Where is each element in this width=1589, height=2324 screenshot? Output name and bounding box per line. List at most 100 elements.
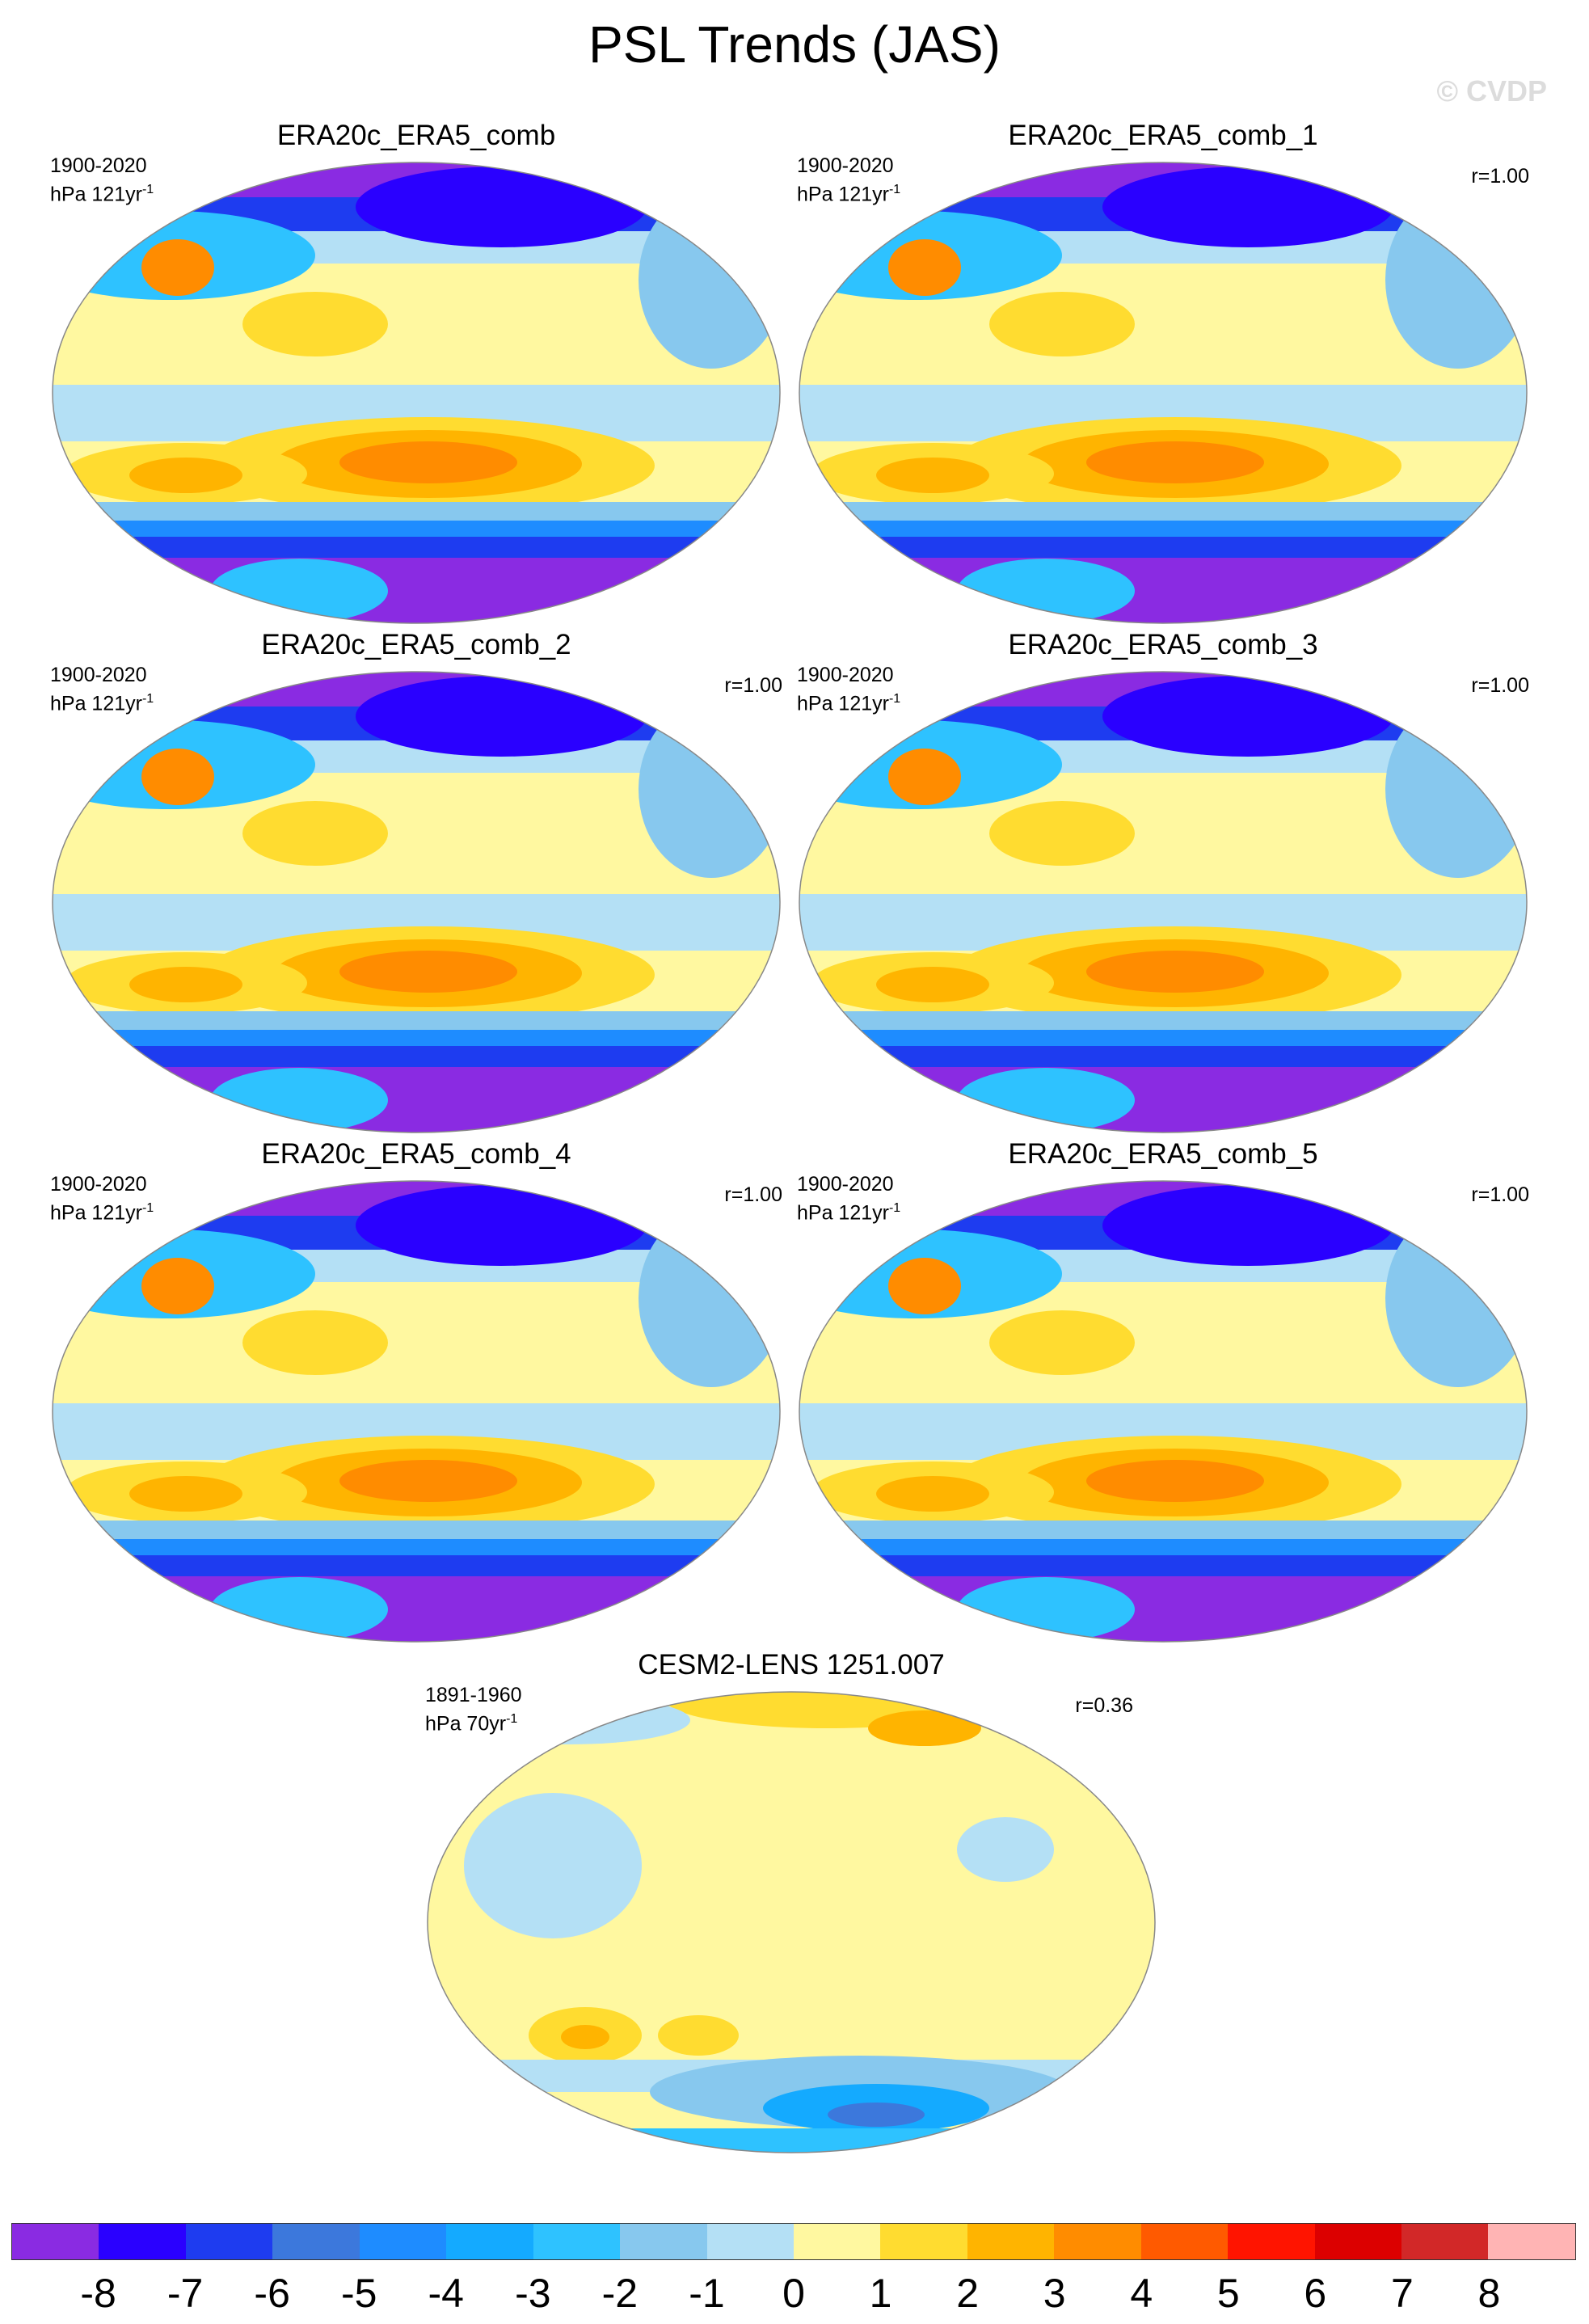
map-outline	[52, 162, 781, 624]
southern-negative-1	[799, 521, 1527, 538]
trend-map	[799, 162, 1528, 624]
map-outline	[799, 671, 1528, 1133]
pattern-correlation: r=1.00	[724, 674, 782, 697]
south-pacific-core	[1086, 441, 1264, 483]
colorbar	[11, 2223, 1576, 2260]
tibet-hotspot	[141, 749, 214, 805]
north-pacific-core	[989, 292, 1135, 356]
south-pacific-positive	[658, 2015, 739, 2056]
colorbar-tick-label: -6	[254, 2271, 290, 2316]
colorbar-swatch	[12, 2224, 99, 2259]
antarctica-land	[210, 1577, 388, 1642]
panel-title: ERA20c_ERA5_comb_5	[1008, 1138, 1318, 1170]
indian-ocean-core	[129, 967, 242, 1002]
indian-ocean-core	[129, 458, 242, 493]
period-label: 1900-2020	[797, 664, 894, 686]
trend-map	[52, 1180, 781, 1643]
trend-map	[52, 671, 781, 1133]
southern-negative-2	[53, 1046, 780, 1069]
southern-transition	[799, 502, 1527, 522]
colorbar-swatch	[1314, 2224, 1401, 2259]
colorbar-swatch	[1140, 2224, 1229, 2259]
eurasia-negative	[448, 1696, 690, 1744]
east-negative	[1385, 700, 1527, 878]
panel-period-units: 1891-1960 hPa 70yr-1	[425, 1683, 522, 1736]
north-pacific-core	[242, 292, 388, 356]
antarctic-band	[799, 1067, 1527, 1132]
antarctic-band	[53, 558, 780, 623]
south-indian-core	[561, 2025, 609, 2049]
south-pacific-core	[339, 951, 517, 993]
colorbar-tick-label: -8	[80, 2271, 116, 2316]
atlantic-positive	[1288, 1298, 1369, 1347]
pattern-correlation: r=1.00	[1471, 1183, 1529, 1206]
trend-map	[799, 1180, 1528, 1643]
panel-period-units: 1900-2020 hPa 121yr-1	[797, 1172, 900, 1225]
colorbar-swatch	[446, 2224, 533, 2259]
north-pacific-low	[1102, 676, 1393, 757]
tibet-hotspot	[141, 239, 214, 296]
southern-negative-2	[799, 537, 1527, 559]
southern-transition	[799, 1011, 1527, 1031]
tibet-hotspot	[888, 749, 961, 805]
units-exponent: -1	[506, 1712, 518, 1726]
tibet-hotspot	[888, 1258, 961, 1314]
map-outline	[52, 1180, 781, 1643]
southern-transition	[53, 502, 780, 522]
colorbar-tick-label: 6	[1304, 2271, 1327, 2316]
tibet-hotspot	[141, 1258, 214, 1314]
panel-title: ERA20c_ERA5_comb_2	[261, 629, 571, 660]
north-pacific-low	[356, 167, 647, 247]
panel-title: ERA20c_ERA5_comb_1	[1008, 120, 1318, 151]
east-negative	[1385, 191, 1527, 369]
units-exponent: -1	[888, 1201, 901, 1215]
north-pacific-core	[989, 801, 1135, 866]
atlantic-positive	[542, 1298, 622, 1347]
antarctica-land	[957, 559, 1135, 623]
units-exponent: -1	[888, 692, 901, 706]
north-pacific-low	[1102, 167, 1393, 247]
map-outline	[799, 162, 1528, 624]
map-panel-era20c-era5-comb-4: ERA20c_ERA5_comb_4 1900-2020 hPa 121yr-1…	[48, 1138, 784, 1647]
southern-ocean-core	[828, 2103, 925, 2127]
southern-negative-1	[799, 1030, 1527, 1048]
antarctic-band	[799, 1576, 1527, 1642]
colorbar-tick-label: -3	[515, 2271, 551, 2316]
southern-negative-1	[799, 1539, 1527, 1557]
antarctic-band	[53, 1576, 780, 1642]
map-panel-era20c-era5-comb-3: ERA20c_ERA5_comb_3 1900-2020 hPa 121yr-1…	[795, 629, 1531, 1138]
figure-title: PSL Trends (JAS)	[588, 15, 1001, 74]
colorbar-tick-label: 4	[1130, 2271, 1153, 2316]
antarctica-land	[210, 559, 388, 623]
panel-period-units: 1900-2020 hPa 121yr-1	[797, 663, 900, 715]
units-label: hPa 121yr	[50, 1201, 142, 1225]
colorbar-tick-label: -4	[428, 2271, 464, 2316]
colorbar-tick-label: -1	[689, 2271, 725, 2316]
antarctic-band	[799, 558, 1527, 623]
map-outline	[427, 1691, 1156, 2153]
units-label: hPa 121yr	[50, 183, 142, 206]
colorbar-tick-label: 0	[782, 2271, 805, 2316]
south-pacific-core	[1086, 951, 1264, 993]
colorbar-swatch	[620, 2224, 707, 2259]
panel-period-units: 1900-2020 hPa 121yr-1	[50, 1172, 154, 1225]
panel-title: ERA20c_ERA5_comb	[276, 120, 556, 151]
panel-period-units: 1900-2020 hPa 121yr-1	[50, 663, 154, 715]
indian-negative	[464, 1793, 642, 1938]
southern-negative-1	[53, 521, 780, 538]
north-pacific-core	[989, 1310, 1135, 1375]
panel-period-units: 1900-2020 hPa 121yr-1	[797, 154, 900, 206]
map-panel-era20c-era5-comb-1: ERA20c_ERA5_comb_1 1900-2020 hPa 121yr-1…	[795, 120, 1531, 629]
east-negative	[639, 700, 780, 878]
colorbar-swatch	[185, 2224, 273, 2259]
period-label: 1900-2020	[50, 154, 147, 177]
north-pacific-core	[242, 1310, 388, 1375]
atlantic-positive	[1288, 280, 1369, 328]
colorbar-swatch	[967, 2224, 1055, 2259]
panel-title: ERA20c_ERA5_comb_4	[261, 1138, 571, 1170]
atlantic-positive	[542, 789, 622, 837]
colorbar-tick-label: -2	[601, 2271, 639, 2316]
antarctic-band	[53, 1067, 780, 1132]
north-pacific-low	[356, 676, 647, 757]
south-pacific-core	[339, 1460, 517, 1502]
